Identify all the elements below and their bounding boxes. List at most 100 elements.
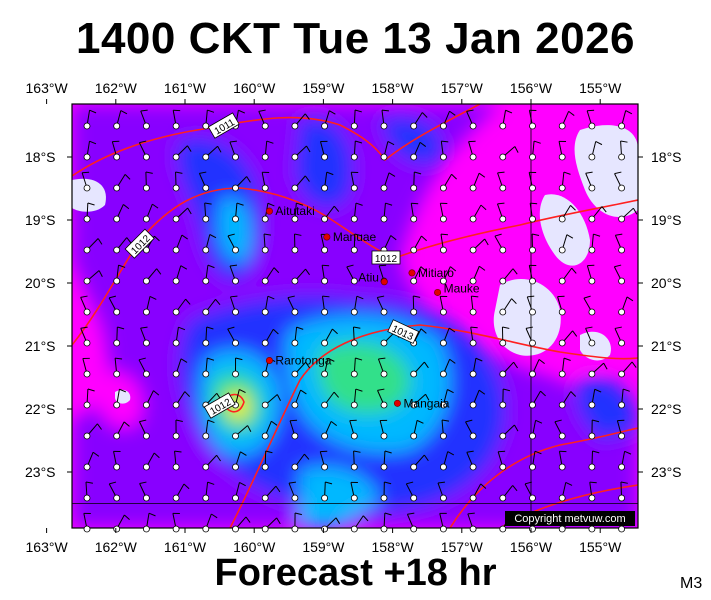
wind-station xyxy=(350,109,362,130)
wind-station xyxy=(80,326,91,347)
wind-station xyxy=(320,233,329,254)
wind-station xyxy=(583,295,596,316)
place-rarotonga: Rarotonga xyxy=(265,353,332,367)
wind-station xyxy=(108,481,121,502)
wind-station xyxy=(172,450,182,471)
wind-station xyxy=(558,204,576,223)
lat-label-left: 22°S xyxy=(25,401,56,417)
wind-station xyxy=(113,204,130,223)
wind-station xyxy=(469,172,486,192)
lon-label-top: 161°W xyxy=(164,80,207,96)
wind-station xyxy=(380,172,396,192)
wind-station xyxy=(526,295,536,316)
wind-station xyxy=(380,141,395,161)
wind-station xyxy=(529,419,543,440)
wind-station xyxy=(261,485,281,502)
map-title: 1400 CKT Tue 13 Jan 2026 xyxy=(75,14,636,63)
wind-station xyxy=(319,450,329,471)
wind-station xyxy=(172,419,183,440)
wind-station xyxy=(350,295,364,316)
wind-station xyxy=(172,483,190,502)
wind-station xyxy=(380,235,397,254)
wind-station xyxy=(588,450,600,471)
wind-station xyxy=(469,357,483,378)
wind-station xyxy=(558,391,577,409)
wind-station xyxy=(499,326,510,347)
wind-station xyxy=(142,171,153,192)
wind-station xyxy=(350,481,358,502)
wind-station xyxy=(439,233,449,254)
wind-station xyxy=(410,393,430,409)
wind-station xyxy=(113,357,123,378)
isobar-label: 1012 xyxy=(371,250,401,265)
wind-station xyxy=(380,512,392,533)
wind-station xyxy=(499,388,511,409)
wind-station xyxy=(467,512,477,533)
wind-station xyxy=(139,481,150,502)
wind-station xyxy=(113,421,130,440)
wind-station xyxy=(227,326,239,347)
place-markers: Aitutaki Manuae Mitiaro Atiu Mauke Rarotonga M… xyxy=(265,204,480,410)
wind-station xyxy=(410,141,427,161)
wind-station xyxy=(469,389,486,409)
wind-station xyxy=(558,171,571,192)
wind-station xyxy=(140,326,150,347)
wind-station xyxy=(261,517,281,533)
lat-label-left: 23°S xyxy=(25,464,56,480)
wind-station xyxy=(499,361,518,378)
forecast-label: Forecast +18 hr xyxy=(214,552,497,594)
wind-station xyxy=(410,266,427,285)
wind-station xyxy=(261,295,275,316)
copyright-box xyxy=(505,511,635,526)
lon-label-bottom: 156°W xyxy=(510,539,553,555)
wind-station xyxy=(291,175,310,192)
wind-station xyxy=(410,112,428,130)
place-mitiaro: Mitiaro xyxy=(408,266,454,280)
wind-station xyxy=(557,295,566,316)
wind-station xyxy=(229,295,239,316)
wind-station xyxy=(588,481,597,502)
wind-station xyxy=(406,512,418,533)
wind-station xyxy=(558,330,578,347)
lat-label-left: 21°S xyxy=(25,338,56,354)
wind-station xyxy=(113,388,127,409)
wind-station xyxy=(350,388,363,409)
wind-station xyxy=(586,109,596,130)
lon-label-bottom: 155°W xyxy=(579,539,622,555)
wind-station xyxy=(138,419,150,440)
wind-station xyxy=(202,481,215,502)
wind-station xyxy=(410,235,427,254)
wind-station xyxy=(138,140,150,161)
wind-station xyxy=(321,264,330,285)
place-label: Mauke xyxy=(444,281,480,295)
wind-station xyxy=(439,202,448,223)
place-aitutaki: Aitutaki xyxy=(265,204,315,218)
wind-station xyxy=(321,391,340,409)
wind-station xyxy=(113,450,121,471)
wind-station xyxy=(494,233,507,254)
place-label: Mangaia xyxy=(403,396,449,410)
wind-station xyxy=(439,389,454,409)
wind-station xyxy=(142,268,162,285)
lat-label-left: 20°S xyxy=(25,275,56,291)
wind-station xyxy=(232,357,243,378)
wind-station xyxy=(350,450,361,471)
wind-station xyxy=(618,140,628,161)
wind-station xyxy=(172,145,192,161)
wind-station xyxy=(380,202,393,223)
wind-station xyxy=(380,450,392,471)
model-code: M3 xyxy=(680,575,703,592)
wind-station xyxy=(439,327,456,347)
wind-station xyxy=(439,266,457,285)
wind-station xyxy=(202,454,221,471)
wind-station xyxy=(321,171,334,192)
wind-station xyxy=(232,482,246,502)
wind-station xyxy=(529,450,542,471)
wind-station xyxy=(321,421,338,440)
place-label: Manuae xyxy=(333,230,377,244)
wind-station xyxy=(321,357,335,378)
wind-station xyxy=(321,328,338,347)
wind-station xyxy=(410,454,429,471)
